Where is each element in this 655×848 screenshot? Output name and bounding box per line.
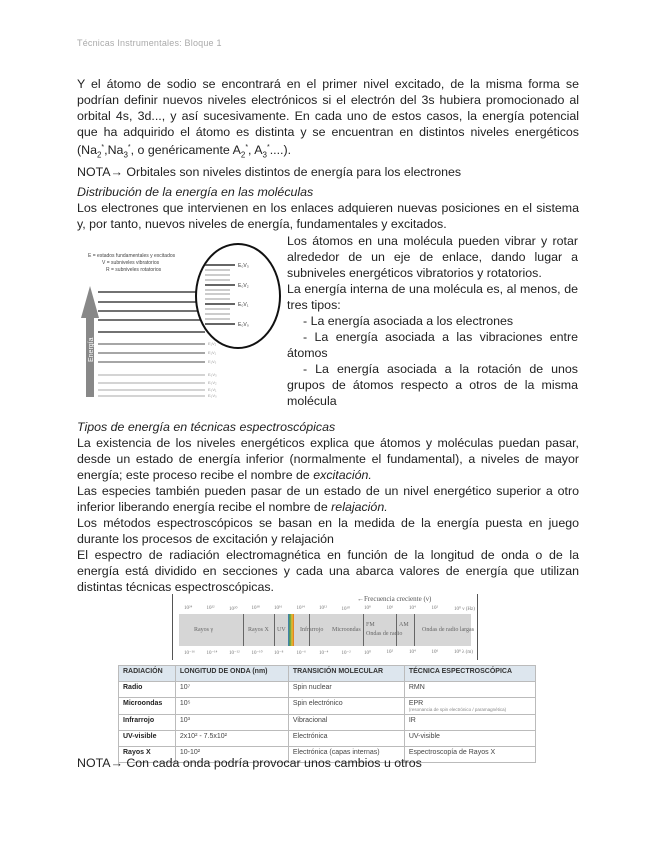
table-row: Microondas 10⁵ Spin electrónico EPR (resonan… [118, 697, 537, 715]
svg-text:E₀V₀: E₀V₀ [238, 322, 249, 328]
nota: NOTA→ Orbitales son niveles distintos de… [77, 164, 462, 179]
list-item: - La energía asociada a la rotación de u… [287, 362, 578, 408]
frequency-arrow-label: ←Frecuencia creciente (ν) [357, 595, 432, 603]
svg-text:E₁V₂: E₁V₂ [208, 341, 217, 346]
frequency-tick: 10¹⁸ [251, 606, 260, 611]
svg-text:E₀V₁: E₀V₁ [238, 302, 249, 308]
axis-label: Energía [88, 337, 95, 362]
visible-band [288, 614, 294, 646]
svg-text:E₀V₁: E₀V₁ [208, 387, 217, 392]
wavelength-tick: 10⁻⁶ [296, 651, 306, 656]
section-title: Distribución de la energía en las molécu… [77, 185, 314, 199]
section-title: Tipos de energía en técnicas espectroscó… [77, 420, 336, 434]
molecule-energy-text: Los átomos en una molécula pueden vibrar… [287, 234, 578, 408]
page-header: Técnicas Instrumentales: Bloque 1 [77, 38, 222, 48]
wavelength-tick: 10⁻⁴ [319, 651, 329, 656]
spectrum-bar [179, 614, 471, 646]
wavelength-tick: 10⁸ λ (m) [454, 650, 473, 655]
wavelength-tick: 10⁶ [431, 650, 439, 655]
frequency-tick: 10⁴ [409, 606, 416, 611]
energy-arrow [86, 315, 94, 397]
svg-text:E₁V₀: E₁V₀ [208, 359, 217, 364]
wavelength-tick: 10⁻¹⁰ [251, 651, 263, 656]
section-spectroscopy: Tipos de energía en técnicas espectroscó… [77, 420, 579, 594]
table-row: UV-visible 2x10² - 7.5x10² Electrónica UV-v… [118, 730, 537, 747]
table-row: Rayos X 10-10² Electrónica (capas internas… [118, 746, 537, 763]
energy-arrow-head [81, 286, 99, 318]
section-distribution: Distribución de la energía en las molécu… [77, 185, 579, 231]
frequency-tick: 10² [431, 606, 439, 611]
radiation-table: RADIACIÓN LONGITUD DE ONDA (nm) TRANSICIÓN… [118, 665, 537, 763]
table-row: Radio 10⁷ Spin nuclear RMN [118, 681, 537, 698]
zoom-circle [195, 243, 281, 349]
table-row: Infrarrojo 10³ Vibracional IR [118, 714, 537, 731]
frequency-tick: 10¹² [319, 606, 327, 611]
svg-text:E₁V₁: E₁V₁ [208, 350, 217, 355]
svg-text:R = subniveles rotatorios: R = subniveles rotatorios [106, 267, 162, 273]
frequency-tick: 10⁶ [386, 606, 394, 611]
wavelength-tick: 10⁻¹² [229, 651, 240, 656]
list-item: - La energía asociada a las vibraciones … [287, 330, 578, 360]
wavelength-tick: 10⁴ [409, 650, 416, 655]
svg-text:E₀V₂: E₀V₂ [208, 380, 217, 385]
em-spectrum-figure: ←Frecuencia creciente (ν) Rayos γ Rayos … [172, 594, 532, 660]
intro-paragraph: Y el átomo de sodio se encontrará en el … [77, 77, 579, 179]
wavelength-tick: 10⁰ [364, 651, 372, 656]
svg-text:E₀V₃: E₀V₃ [238, 263, 249, 269]
svg-text:E₀V₃: E₀V₃ [208, 372, 217, 377]
frequency-tick: 10²⁰ [229, 607, 238, 612]
frequency-tick: 10¹⁰ [341, 607, 351, 612]
svg-text:E₀V₂: E₀V₂ [238, 283, 249, 289]
wavelength-tick: 10⁻¹⁴ [206, 651, 218, 656]
wavelength-tick: 10⁻² [341, 651, 351, 656]
svg-text:E₀V₀: E₀V₀ [208, 393, 217, 398]
footer-note: NOTA→ Con cada onda podría provocar unos… [77, 756, 422, 770]
frequency-tick: 10¹⁶ [274, 606, 283, 611]
energy-levels-figure: Energía E = estados fundamentales y exci… [81, 243, 281, 398]
wavelength-tick: 10⁻⁸ [274, 651, 284, 656]
frequency-tick: 10¹⁴ [296, 606, 305, 611]
frequency-tick: 10⁸ [364, 606, 371, 611]
frequency-tick: 10⁰ ν (Hz) [454, 607, 475, 612]
svg-text:V = subniveles vibratorios: V = subniveles vibratorios [102, 260, 160, 266]
wavelength-tick: 10⁻¹⁶ [184, 651, 195, 656]
frequency-tick: 10²⁴ [184, 606, 193, 611]
frequency-tick: 10²² [206, 606, 215, 611]
list-item: - La energía asociada a los electrones [303, 314, 514, 328]
wavelength-tick: 10² [386, 650, 394, 655]
svg-text:E = estados fundamentales y ex: E = estados fundamentales y excitados [88, 253, 176, 259]
